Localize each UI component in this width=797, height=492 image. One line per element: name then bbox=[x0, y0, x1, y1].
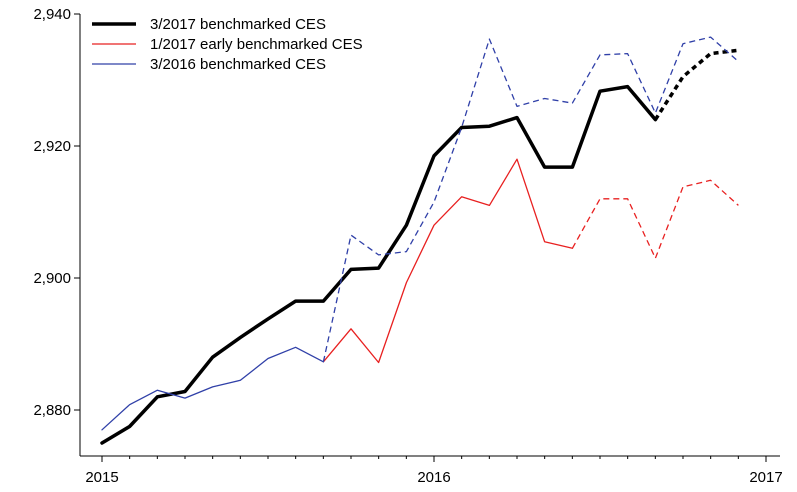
series-line-1-solid bbox=[100, 84, 658, 445]
legend: 3/2017 benchmarked CES 1/2017 early bench… bbox=[92, 16, 363, 73]
x-tick-label: 2015 bbox=[85, 469, 118, 486]
y-tick-label: 2,900 bbox=[33, 270, 71, 287]
legend-label: 3/2016 benchmarked CES bbox=[150, 56, 326, 73]
ticks-layer: 2,880 2,900 2,920 2,940 2015 2016 2017 bbox=[33, 6, 782, 486]
series-layer bbox=[100, 36, 739, 445]
series-line-2-solid bbox=[322, 158, 574, 364]
x-tick-label: 2017 bbox=[749, 469, 782, 486]
series-line-1-dashed bbox=[653, 48, 739, 121]
y-tick-label: 2,880 bbox=[33, 402, 71, 419]
axes-layer bbox=[79, 14, 780, 457]
series-line-3-solid bbox=[101, 346, 325, 431]
x-tick-label: 2016 bbox=[417, 469, 450, 486]
legend-label: 3/2017 benchmarked CES bbox=[150, 16, 326, 33]
legend-label: 1/2017 early benchmarked CES bbox=[150, 36, 363, 53]
series-line-2-dashed bbox=[571, 179, 739, 259]
y-tick-label: 2,940 bbox=[33, 6, 71, 23]
y-tick-label: 2,920 bbox=[33, 138, 71, 155]
